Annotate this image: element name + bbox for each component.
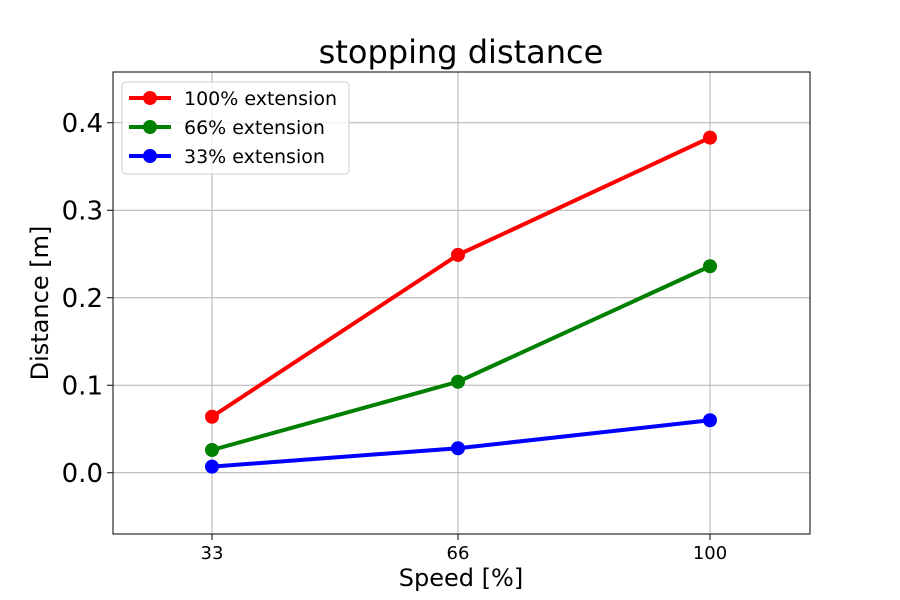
data-point [703, 130, 717, 145]
data-point [451, 247, 465, 262]
chart-title: stopping distance [319, 33, 604, 71]
x-tick-label: 100 [693, 543, 727, 564]
y-tick-label: 0.2 [62, 284, 103, 314]
y-axis: 0.0 0.1 0.2 0.3 0.4 [62, 109, 113, 489]
series-2 [205, 413, 717, 474]
series-1 [205, 259, 717, 457]
x-axis: 33 66 100 [201, 534, 727, 564]
data-point [451, 374, 465, 389]
data-point [703, 259, 717, 274]
y-tick-label: 0.0 [62, 459, 103, 489]
series-line [211, 264, 711, 452]
data-point [205, 409, 219, 424]
y-tick-label: 0.4 [62, 109, 103, 139]
legend-marker [143, 91, 157, 105]
data-point [451, 441, 465, 456]
series-line [210, 135, 711, 419]
x-axis-label: Speed [%] [399, 564, 523, 592]
legend-marker [143, 120, 157, 134]
data-point [205, 443, 219, 457]
legend: 100% extension 66% extension 33% extension [121, 81, 350, 175]
data-point [205, 459, 219, 474]
y-tick-label: 0.1 [62, 371, 103, 401]
legend-marker [143, 149, 157, 163]
legend-label: 66% extension [184, 117, 325, 139]
legend-item: 66% extension [129, 117, 325, 139]
x-tick-label: 66 [447, 543, 470, 564]
series-0 [205, 130, 717, 424]
plot-area-frame [112, 71, 811, 535]
legend-item: 100% extension [129, 88, 337, 110]
y-axis-label: Distance [m] [26, 226, 54, 381]
legend-box [121, 81, 350, 175]
y-tick-label: 0.3 [62, 196, 103, 226]
legend-label: 33% extension [184, 146, 325, 168]
series-layer [205, 130, 717, 474]
legend-label: 100% extension [184, 88, 337, 110]
legend-item: 33% extension [129, 146, 325, 168]
data-point [703, 413, 717, 428]
x-tick-label: 33 [201, 543, 224, 564]
